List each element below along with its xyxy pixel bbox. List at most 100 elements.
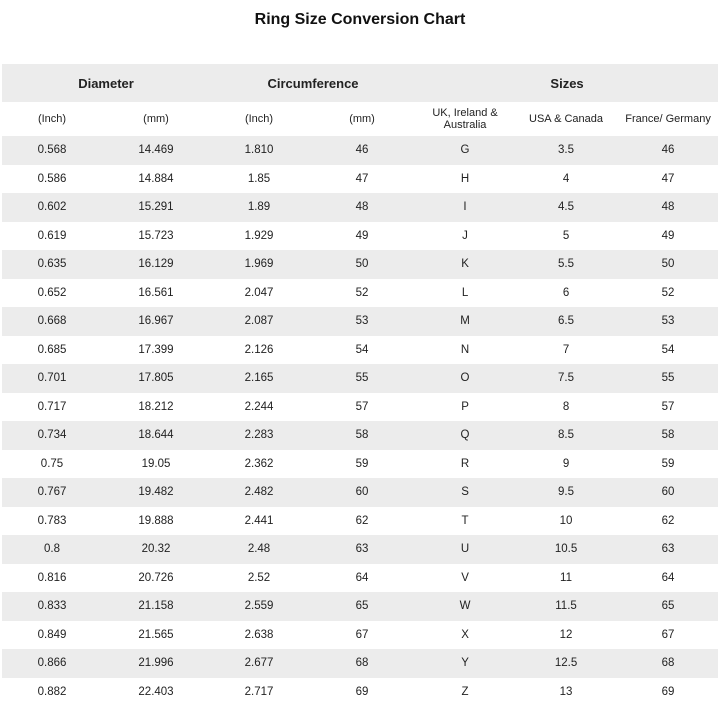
table-cell: 53: [661, 315, 675, 328]
column-header: UK, Ireland & Australia: [416, 102, 515, 136]
table-cell: 10.5: [554, 543, 578, 556]
table-cell: 0.602: [37, 201, 67, 214]
table-cell: 48: [355, 201, 369, 214]
table-cell: 0.783: [37, 514, 67, 527]
table-cell: O: [460, 372, 470, 385]
table-cell: K: [461, 258, 469, 271]
table-cell: 50: [661, 258, 675, 271]
table-cell: 2.047: [244, 286, 274, 299]
table-cell: 16.967: [138, 315, 174, 328]
table-cell: H: [460, 172, 470, 185]
table-cell: 52: [661, 286, 675, 299]
table-row: 0.619 15.723 1.929 49 J 5 49: [2, 222, 718, 251]
column-header: (Inch): [2, 102, 102, 136]
table-row: 0.568 14.469 1.810 46 G 3.5 46: [2, 136, 719, 165]
table-cell: 53: [355, 315, 369, 328]
table-cell: 0.882: [37, 685, 67, 698]
table-cell: 47: [355, 172, 369, 185]
table-cell: 0.767: [37, 486, 67, 499]
table-cell: V: [461, 571, 469, 584]
table-cell: 57: [355, 400, 369, 413]
table-cell: 0.586: [37, 172, 67, 185]
table-cell: 68: [355, 657, 369, 670]
column-header: (mm): [102, 102, 211, 136]
table-row: 0.833 21.158 2.559 65 W 11.5 65: [2, 592, 719, 621]
table-cell: 0.635: [37, 258, 67, 271]
table-row: 0.8 20.32 2.48 63 U 10.5 63: [2, 535, 719, 564]
table-cell: 8: [562, 400, 570, 413]
table-cell: 19.482: [138, 486, 174, 499]
table-cell: 4: [562, 172, 570, 185]
table-cell: 16.561: [138, 286, 174, 299]
table-cell: 7: [562, 343, 570, 356]
table-cell: 2.482: [244, 486, 274, 499]
table-cell: N: [460, 343, 470, 356]
table-cell: 22.403: [138, 685, 174, 698]
table-cell: 58: [661, 429, 675, 442]
table-cell: 60: [661, 486, 675, 499]
table-cell: 2.165: [244, 372, 274, 385]
table-cell: 21.996: [138, 657, 174, 670]
table-cell: 0.816: [37, 571, 67, 584]
table-cell: 68: [661, 657, 675, 670]
table-cell: 9.5: [558, 486, 575, 499]
table-cell: 65: [355, 600, 369, 613]
table-cell: 20.32: [141, 543, 171, 556]
table-cell: 2.677: [244, 657, 274, 670]
table-cell: Y: [461, 657, 469, 670]
table-cell: 2.717: [244, 685, 274, 698]
table-cell: 0.652: [37, 286, 67, 299]
table-row: 0.849 21.565 2.638 67 X 12 67: [2, 621, 718, 650]
table-cell: 15.723: [138, 229, 174, 242]
table-cell: 2.441: [244, 514, 274, 527]
table-cell: 0.849: [37, 628, 67, 641]
table-row: 0.767 19.482 2.482 60 S 9.5 60: [2, 478, 719, 507]
table-row: 0.734 18.644 2.283 58 Q 8.5 58: [2, 421, 719, 450]
table-cell: 63: [355, 543, 369, 556]
table-row: 0.652 16.561 2.047 52 L 6 52: [2, 279, 718, 308]
table-cell: 0.866: [37, 657, 67, 670]
column-header: USA & Canada: [514, 102, 619, 136]
table-cell: 1.89: [247, 201, 271, 214]
table-cell: 10: [559, 514, 573, 527]
table-cell: J: [462, 229, 468, 242]
table-cell: 57: [661, 400, 675, 413]
table-cell: 0.833: [37, 600, 67, 613]
table-cell: 64: [661, 571, 675, 584]
sub-header-row: (Inch) (mm) (Inch) (mm) UK, Ireland & Austra…: [2, 102, 719, 136]
table-cell: 49: [355, 229, 369, 242]
table-cell: 59: [355, 457, 369, 470]
table-cell: 52: [355, 286, 369, 299]
table-cell: 17.399: [138, 343, 174, 356]
table-row: 0.668 16.967 2.087 53 M 6.5 53: [2, 307, 719, 336]
table-cell: 1.810: [244, 144, 274, 157]
table-cell: 2.638: [244, 628, 274, 641]
table-row: 0.685 17.399 2.126 54 N 7 54: [2, 336, 718, 365]
table-cell: 55: [661, 372, 675, 385]
table-cell: 21.565: [138, 628, 174, 641]
table-cell: 2.283: [244, 429, 274, 442]
table-row: 0.602 15.291 1.89 48 I 4.5 48: [2, 193, 719, 222]
table-cell: X: [461, 628, 469, 641]
table-cell: 2.559: [244, 600, 274, 613]
table-cell: 1.969: [244, 258, 274, 271]
table-cell: 18.212: [138, 400, 174, 413]
table-cell: 11.5: [555, 600, 577, 613]
table-cell: 3.5: [558, 144, 575, 157]
table-cell: 19.05: [141, 457, 171, 470]
column-header: France/ Germany: [618, 102, 719, 136]
table-cell: W: [459, 600, 471, 613]
table-cell: 12: [559, 628, 573, 641]
table-cell: 2.126: [244, 343, 274, 356]
table-cell: 48: [661, 201, 675, 214]
table-cell: 1.929: [244, 229, 274, 242]
header-sizes: Sizes: [416, 64, 719, 102]
table-cell: 2.52: [247, 571, 271, 584]
table-cell: 2.087: [244, 315, 274, 328]
table-cell: S: [461, 486, 469, 499]
header-circumference: Circumference: [210, 64, 417, 102]
column-header: (mm): [308, 102, 417, 136]
table-cell: 14.884: [138, 172, 174, 185]
table-cell: 0.619: [37, 229, 67, 242]
table-cell: 50: [355, 258, 369, 271]
